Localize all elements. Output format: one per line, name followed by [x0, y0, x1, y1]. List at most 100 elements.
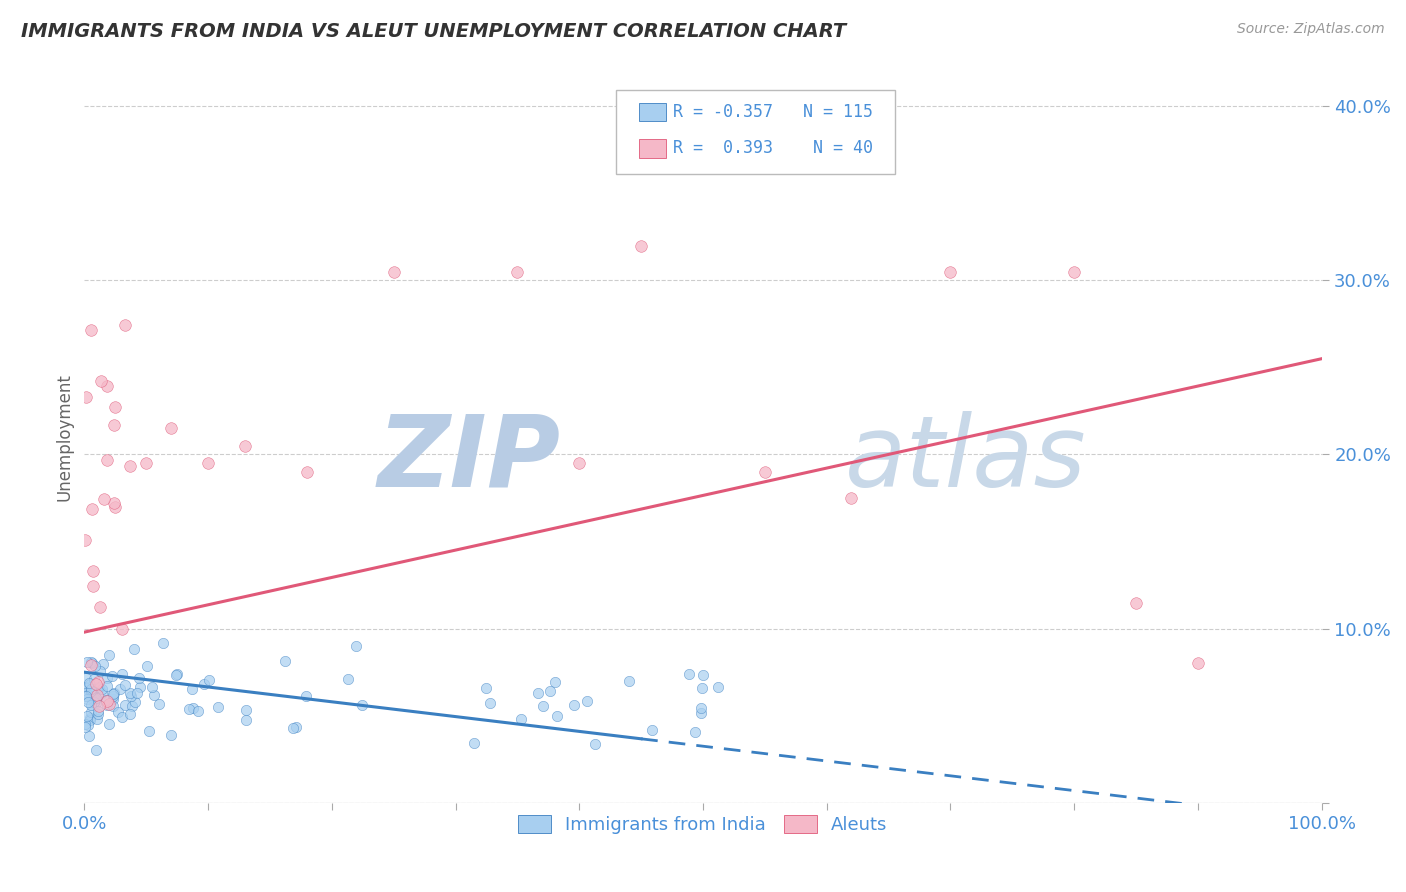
Point: [84, 677, 107, 691]
Point: [125, 686, 148, 700]
Text: ZIP: ZIP: [378, 410, 561, 508]
Point: [124, 642, 146, 657]
Point: [82, 565, 104, 579]
Point: [683, 725, 706, 739]
Point: [75, 681, 97, 695]
Point: [97, 648, 120, 663]
Point: [80, 705, 103, 719]
Point: [77, 688, 100, 702]
Point: [575, 694, 598, 708]
Text: IMMIGRANTS FROM INDIA VS ALEUT UNEMPLOYMENT CORRELATION CHART: IMMIGRANTS FROM INDIA VS ALEUT UNEMPLOYM…: [21, 22, 846, 41]
Point: [87, 681, 110, 695]
Point: [284, 720, 307, 734]
Point: [77, 730, 100, 744]
Point: [543, 675, 565, 690]
Point: [124, 695, 146, 709]
Point: [79, 689, 101, 703]
Point: [79, 684, 101, 698]
Point: [103, 698, 125, 713]
Point: [79, 655, 101, 669]
Point: [118, 706, 141, 721]
Point: [86, 688, 108, 702]
Point: [538, 683, 561, 698]
Point: [120, 686, 142, 700]
Point: [77, 694, 100, 708]
Point: [101, 690, 124, 704]
Point: [336, 673, 359, 687]
Point: [617, 674, 640, 689]
Point: [118, 459, 141, 474]
Point: [181, 701, 204, 715]
Point: [463, 736, 485, 750]
Point: [101, 669, 124, 683]
Point: [111, 710, 134, 724]
Point: [562, 698, 585, 712]
Point: [160, 728, 183, 742]
Point: [79, 323, 101, 337]
Point: [478, 696, 501, 710]
Point: [87, 681, 110, 695]
Point: [641, 723, 664, 737]
Point: [107, 705, 129, 719]
Point: [96, 698, 118, 713]
Point: [77, 675, 100, 690]
Point: [198, 673, 221, 687]
Point: [83, 695, 105, 709]
Point: [80, 698, 103, 713]
Point: [510, 712, 533, 726]
Point: [103, 417, 125, 432]
Point: [94, 692, 117, 706]
Text: R = -0.357   N = 115: R = -0.357 N = 115: [673, 103, 873, 120]
Point: [91, 657, 114, 671]
Point: [80, 656, 103, 670]
Point: [84, 696, 107, 710]
Point: [128, 671, 150, 685]
Point: [101, 691, 124, 706]
Point: [84, 694, 107, 708]
Point: [111, 622, 134, 636]
Point: [103, 686, 125, 700]
Point: [474, 681, 496, 696]
Point: [104, 500, 127, 514]
Point: [83, 672, 105, 686]
Point: [1063, 265, 1085, 279]
Point: [90, 374, 112, 388]
Point: [193, 677, 215, 691]
Point: [148, 697, 170, 711]
Point: [120, 690, 142, 704]
Point: [1125, 595, 1147, 609]
Point: [692, 668, 714, 682]
Point: [79, 713, 101, 727]
Point: [75, 671, 97, 685]
Point: [678, 666, 700, 681]
Point: [84, 742, 107, 756]
Bar: [638, 103, 666, 121]
Point: [295, 465, 318, 479]
Point: [104, 401, 127, 415]
Point: [73, 680, 96, 694]
Point: [114, 678, 136, 692]
Point: [89, 600, 111, 615]
Point: [531, 698, 554, 713]
Point: [96, 694, 118, 708]
Point: [152, 636, 174, 650]
Point: [80, 502, 103, 516]
Point: [96, 379, 118, 393]
Point: [141, 680, 163, 694]
Point: [135, 456, 157, 470]
Point: [352, 698, 374, 712]
Point: [1187, 657, 1209, 671]
Point: [707, 680, 730, 694]
Point: [86, 674, 108, 689]
Point: [165, 667, 187, 681]
Point: [87, 698, 110, 713]
FancyBboxPatch shape: [616, 90, 894, 174]
Point: [76, 691, 98, 706]
Point: [89, 664, 111, 678]
Point: [177, 702, 200, 716]
Point: [97, 717, 120, 731]
Point: [546, 709, 568, 723]
Point: [506, 265, 529, 279]
Point: [75, 689, 97, 703]
Point: [79, 711, 101, 725]
